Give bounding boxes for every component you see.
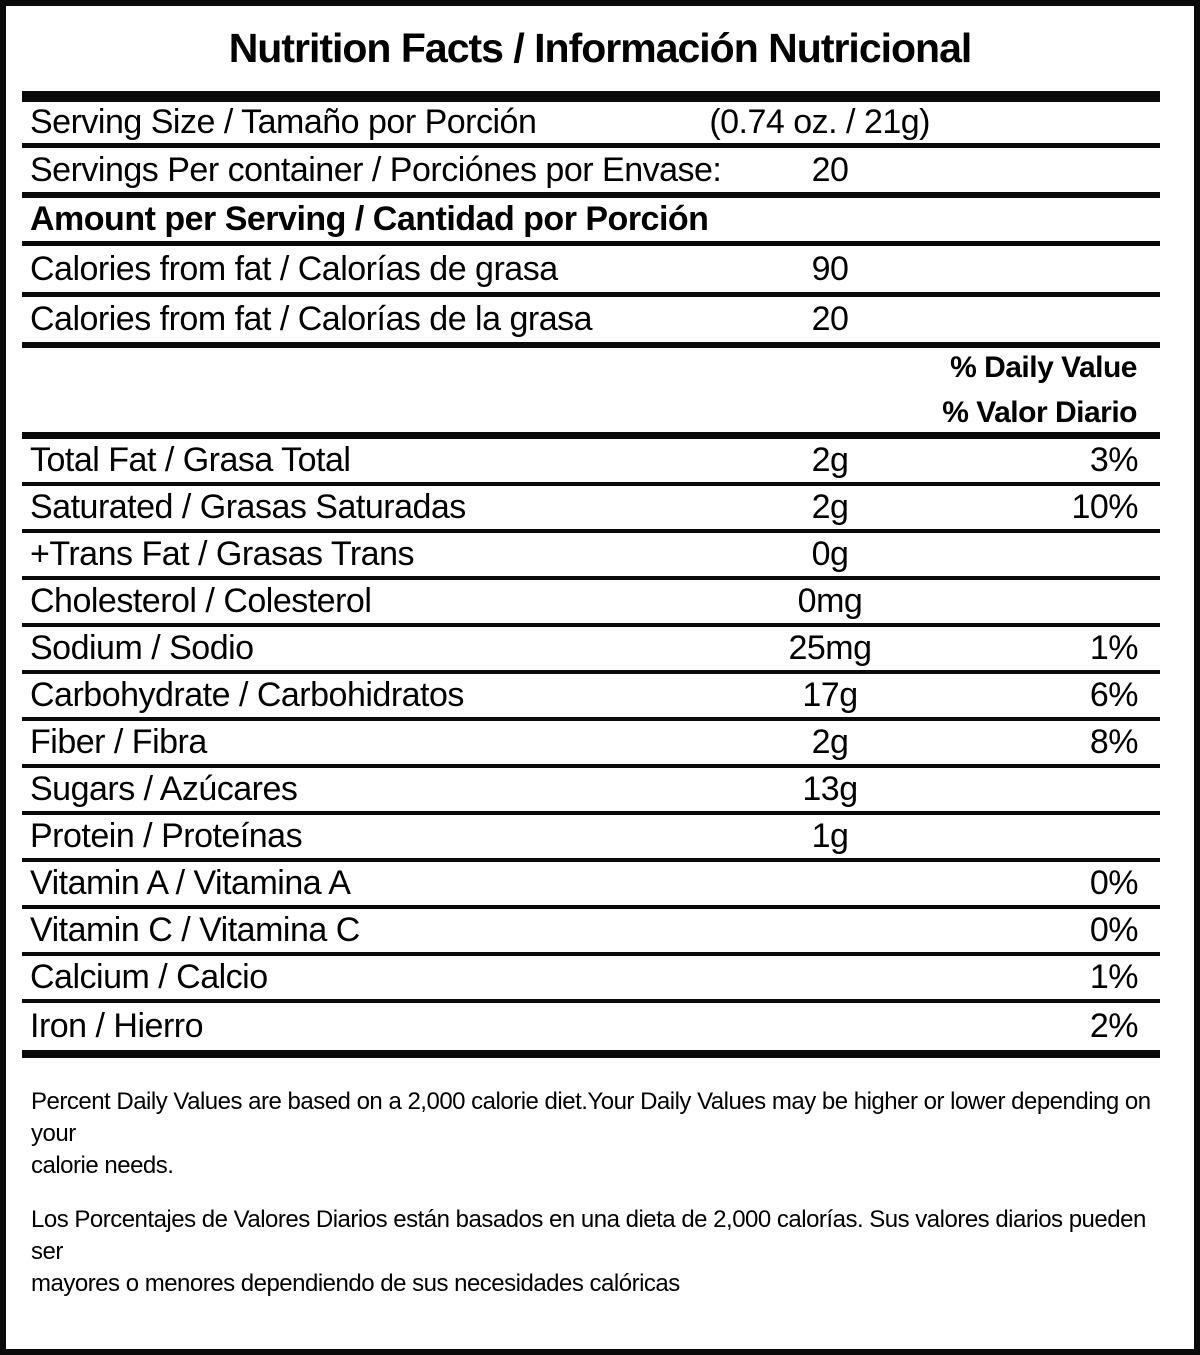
label-body: Serving Size / Tamaño por Porción (0.74 …: [22, 91, 1160, 1058]
nutrient-dv: 6%: [1089, 676, 1139, 714]
nutrient-label: Carbohydrate / Carbohidratos: [30, 676, 464, 714]
nutrient-amount: 17g: [802, 676, 858, 714]
nutrient-label: Protein / Proteínas: [30, 817, 303, 855]
serving-size-row: Serving Size / Tamaño por Porción (0.74 …: [22, 102, 1160, 148]
calories-row: Calories from fat / Calorías de grasa 90: [22, 246, 1160, 297]
nutrient-label: Sodium / Sodio: [30, 629, 254, 667]
nutrient-row-cholesterol: Cholesterol / Colesterol 0mg: [22, 580, 1160, 627]
nutrient-row-saturated-fat: Saturated / Grasas Saturadas 2g 10%: [22, 486, 1160, 533]
servings-per-container-value: 20: [811, 150, 849, 189]
nutrient-label: Total Fat / Grasa Total: [30, 441, 351, 479]
daily-value-header: % Daily Value % Valor Diario: [22, 348, 1160, 439]
nutrient-label: Sugars / Azúcares: [30, 770, 298, 808]
nutrient-dv: 0%: [1089, 911, 1139, 949]
nutrient-amount: 25mg: [788, 629, 872, 667]
nutrient-amount: 13g: [802, 770, 858, 808]
calories-value: 90: [811, 249, 849, 288]
calories-label: Calories from fat / Calorías de grasa: [30, 249, 558, 288]
nutrient-dv: 10%: [1071, 488, 1138, 526]
nutrient-label: Vitamin A / Vitamina A: [30, 864, 351, 902]
nutrient-label: +Trans Fat / Grasas Trans: [30, 535, 414, 573]
calories-from-fat-row: Calories from fat / Calorías de la grasa…: [22, 297, 1160, 348]
footnote-spanish-line2: mayores o menores dependiendo de sus nec…: [31, 1270, 680, 1297]
nutrient-dv: 1%: [1089, 958, 1139, 996]
nutrient-label: Saturated / Grasas Saturadas: [30, 488, 466, 526]
footnote-spanish: Los Porcentajes de Valores Diarios están…: [31, 1204, 1160, 1300]
nutrient-amount: 1g: [811, 817, 849, 855]
nutrient-dv: 2%: [1089, 1007, 1139, 1045]
daily-value-header-es: % Valor Diario: [942, 396, 1137, 429]
nutrient-label: Fiber / Fibra: [30, 723, 207, 761]
nutrient-dv: 0%: [1089, 864, 1139, 902]
footnote-english: Percent Daily Values are based on a 2,00…: [31, 1086, 1160, 1182]
nutrient-row-vitamin-c: Vitamin C / Vitamina C 0%: [22, 909, 1160, 956]
footnote-english-line1: Percent Daily Values are based on a 2,00…: [31, 1088, 1151, 1147]
footnote-spanish-line1: Los Porcentajes de Valores Diarios están…: [31, 1206, 1146, 1265]
serving-size-value: (0.74 oz. / 21g): [709, 103, 930, 141]
nutrient-amount: 2g: [811, 441, 849, 479]
footer-divider-bar: [22, 1050, 1160, 1058]
nutrient-row-calcium: Calcium / Calcio 1%: [22, 956, 1160, 1003]
footnote-english-line2: calorie needs.: [31, 1152, 174, 1179]
nutrient-label: Calcium / Calcio: [30, 958, 268, 996]
nutrient-row-iron: Iron / Hierro 2%: [22, 1003, 1160, 1050]
nutrient-row-carbohydrate: Carbohydrate / Carbohidratos 17g 6%: [22, 674, 1160, 721]
serving-size-label: Serving Size / Tamaño por Porción: [30, 103, 537, 141]
calories-from-fat-value: 20: [811, 300, 849, 338]
amount-per-serving-header-row: Amount per Serving / Cantidad por Porció…: [22, 198, 1160, 246]
title-divider-bar: [22, 91, 1160, 102]
label-title: Nutrition Facts / Información Nutriciona…: [228, 25, 973, 71]
amount-per-serving-header: Amount per Serving / Cantidad por Porció…: [30, 200, 709, 238]
nutrient-row-protein: Protein / Proteínas 1g: [22, 815, 1160, 862]
nutrient-amount: 2g: [811, 723, 849, 761]
nutrient-amount: 0mg: [797, 582, 863, 620]
nutrient-row-fiber: Fiber / Fibra 2g 8%: [22, 721, 1160, 768]
footnotes: Percent Daily Values are based on a 2,00…: [22, 1058, 1160, 1300]
daily-value-header-en: % Daily Value: [950, 351, 1137, 384]
nutrient-label: Cholesterol / Colesterol: [30, 582, 372, 620]
nutrient-row-sodium: Sodium / Sodio 25mg 1%: [22, 627, 1160, 674]
nutrient-row-vitamin-a: Vitamin A / Vitamina A 0%: [22, 862, 1160, 909]
nutrient-row-total-fat: Total Fat / Grasa Total 2g 3%: [22, 439, 1160, 486]
nutrient-row-trans-fat: +Trans Fat / Grasas Trans 0g: [22, 533, 1160, 580]
nutrient-label: Vitamin C / Vitamina C: [30, 911, 360, 949]
nutrient-dv: 3%: [1089, 441, 1139, 479]
calories-from-fat-label: Calories from fat / Calorías de la grasa: [30, 300, 593, 338]
nutrient-amount: 2g: [811, 488, 849, 526]
servings-per-container-label: Servings Per container / Porciónes por E…: [30, 150, 722, 189]
nutrient-amount: 0g: [811, 535, 849, 573]
nutrient-dv: 8%: [1089, 723, 1139, 761]
nutrient-dv: 1%: [1089, 629, 1139, 667]
nutrient-row-sugars: Sugars / Azúcares 13g: [22, 768, 1160, 815]
nutrient-label: Iron / Hierro: [30, 1007, 204, 1045]
servings-per-container-row: Servings Per container / Porciónes por E…: [22, 148, 1160, 198]
